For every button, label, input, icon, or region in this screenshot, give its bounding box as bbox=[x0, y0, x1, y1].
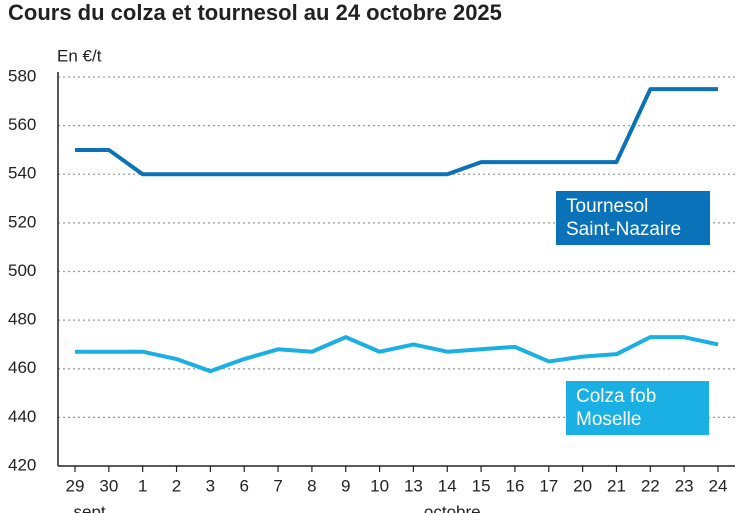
y-tick-label: 460 bbox=[8, 358, 36, 377]
y-tick-label: 560 bbox=[8, 115, 36, 134]
x-tick-label: 17 bbox=[539, 476, 558, 495]
y-axis-label: En €/t bbox=[57, 46, 102, 65]
y-tick-label: 420 bbox=[8, 455, 36, 474]
x-tick-label: 29 bbox=[66, 476, 85, 495]
y-tick-label: 540 bbox=[8, 164, 36, 183]
y-tick-label: 580 bbox=[8, 66, 36, 85]
month-label: sept. bbox=[73, 502, 110, 513]
x-tick-label: 10 bbox=[370, 476, 389, 495]
x-tick-label: 20 bbox=[573, 476, 592, 495]
x-tick-label: 30 bbox=[99, 476, 118, 495]
y-tick-label: 520 bbox=[8, 212, 36, 231]
legend-colza: Colza fob Moselle bbox=[566, 381, 709, 435]
x-tick-label: 23 bbox=[675, 476, 694, 495]
chart-title: Cours du colza et tournesol au 24 octobr… bbox=[8, 0, 502, 25]
x-tick-label: 9 bbox=[341, 476, 350, 495]
x-tick-label: 3 bbox=[206, 476, 215, 495]
x-tick-label: 2 bbox=[172, 476, 181, 495]
y-tick-label: 500 bbox=[8, 261, 36, 280]
series-line bbox=[75, 335, 719, 374]
legend-tournesol: Tournesol Saint-Nazaire bbox=[556, 191, 710, 245]
x-tick-label: 21 bbox=[607, 476, 626, 495]
x-tick-label: 6 bbox=[239, 476, 248, 495]
x-tick-label: 14 bbox=[438, 476, 457, 495]
y-tick-label: 480 bbox=[8, 310, 36, 329]
month-label: octobre bbox=[424, 502, 481, 513]
y-tick-label: 440 bbox=[8, 407, 36, 426]
x-tick-label: 13 bbox=[404, 476, 423, 495]
x-tick-label: 16 bbox=[505, 476, 524, 495]
series-line bbox=[75, 87, 718, 177]
x-tick-label: 8 bbox=[307, 476, 316, 495]
x-tick-label: 22 bbox=[641, 476, 660, 495]
x-tick-label: 24 bbox=[709, 476, 728, 495]
x-tick-label: 1 bbox=[138, 476, 147, 495]
x-tick-label: 7 bbox=[273, 476, 282, 495]
x-tick-label: 15 bbox=[472, 476, 491, 495]
